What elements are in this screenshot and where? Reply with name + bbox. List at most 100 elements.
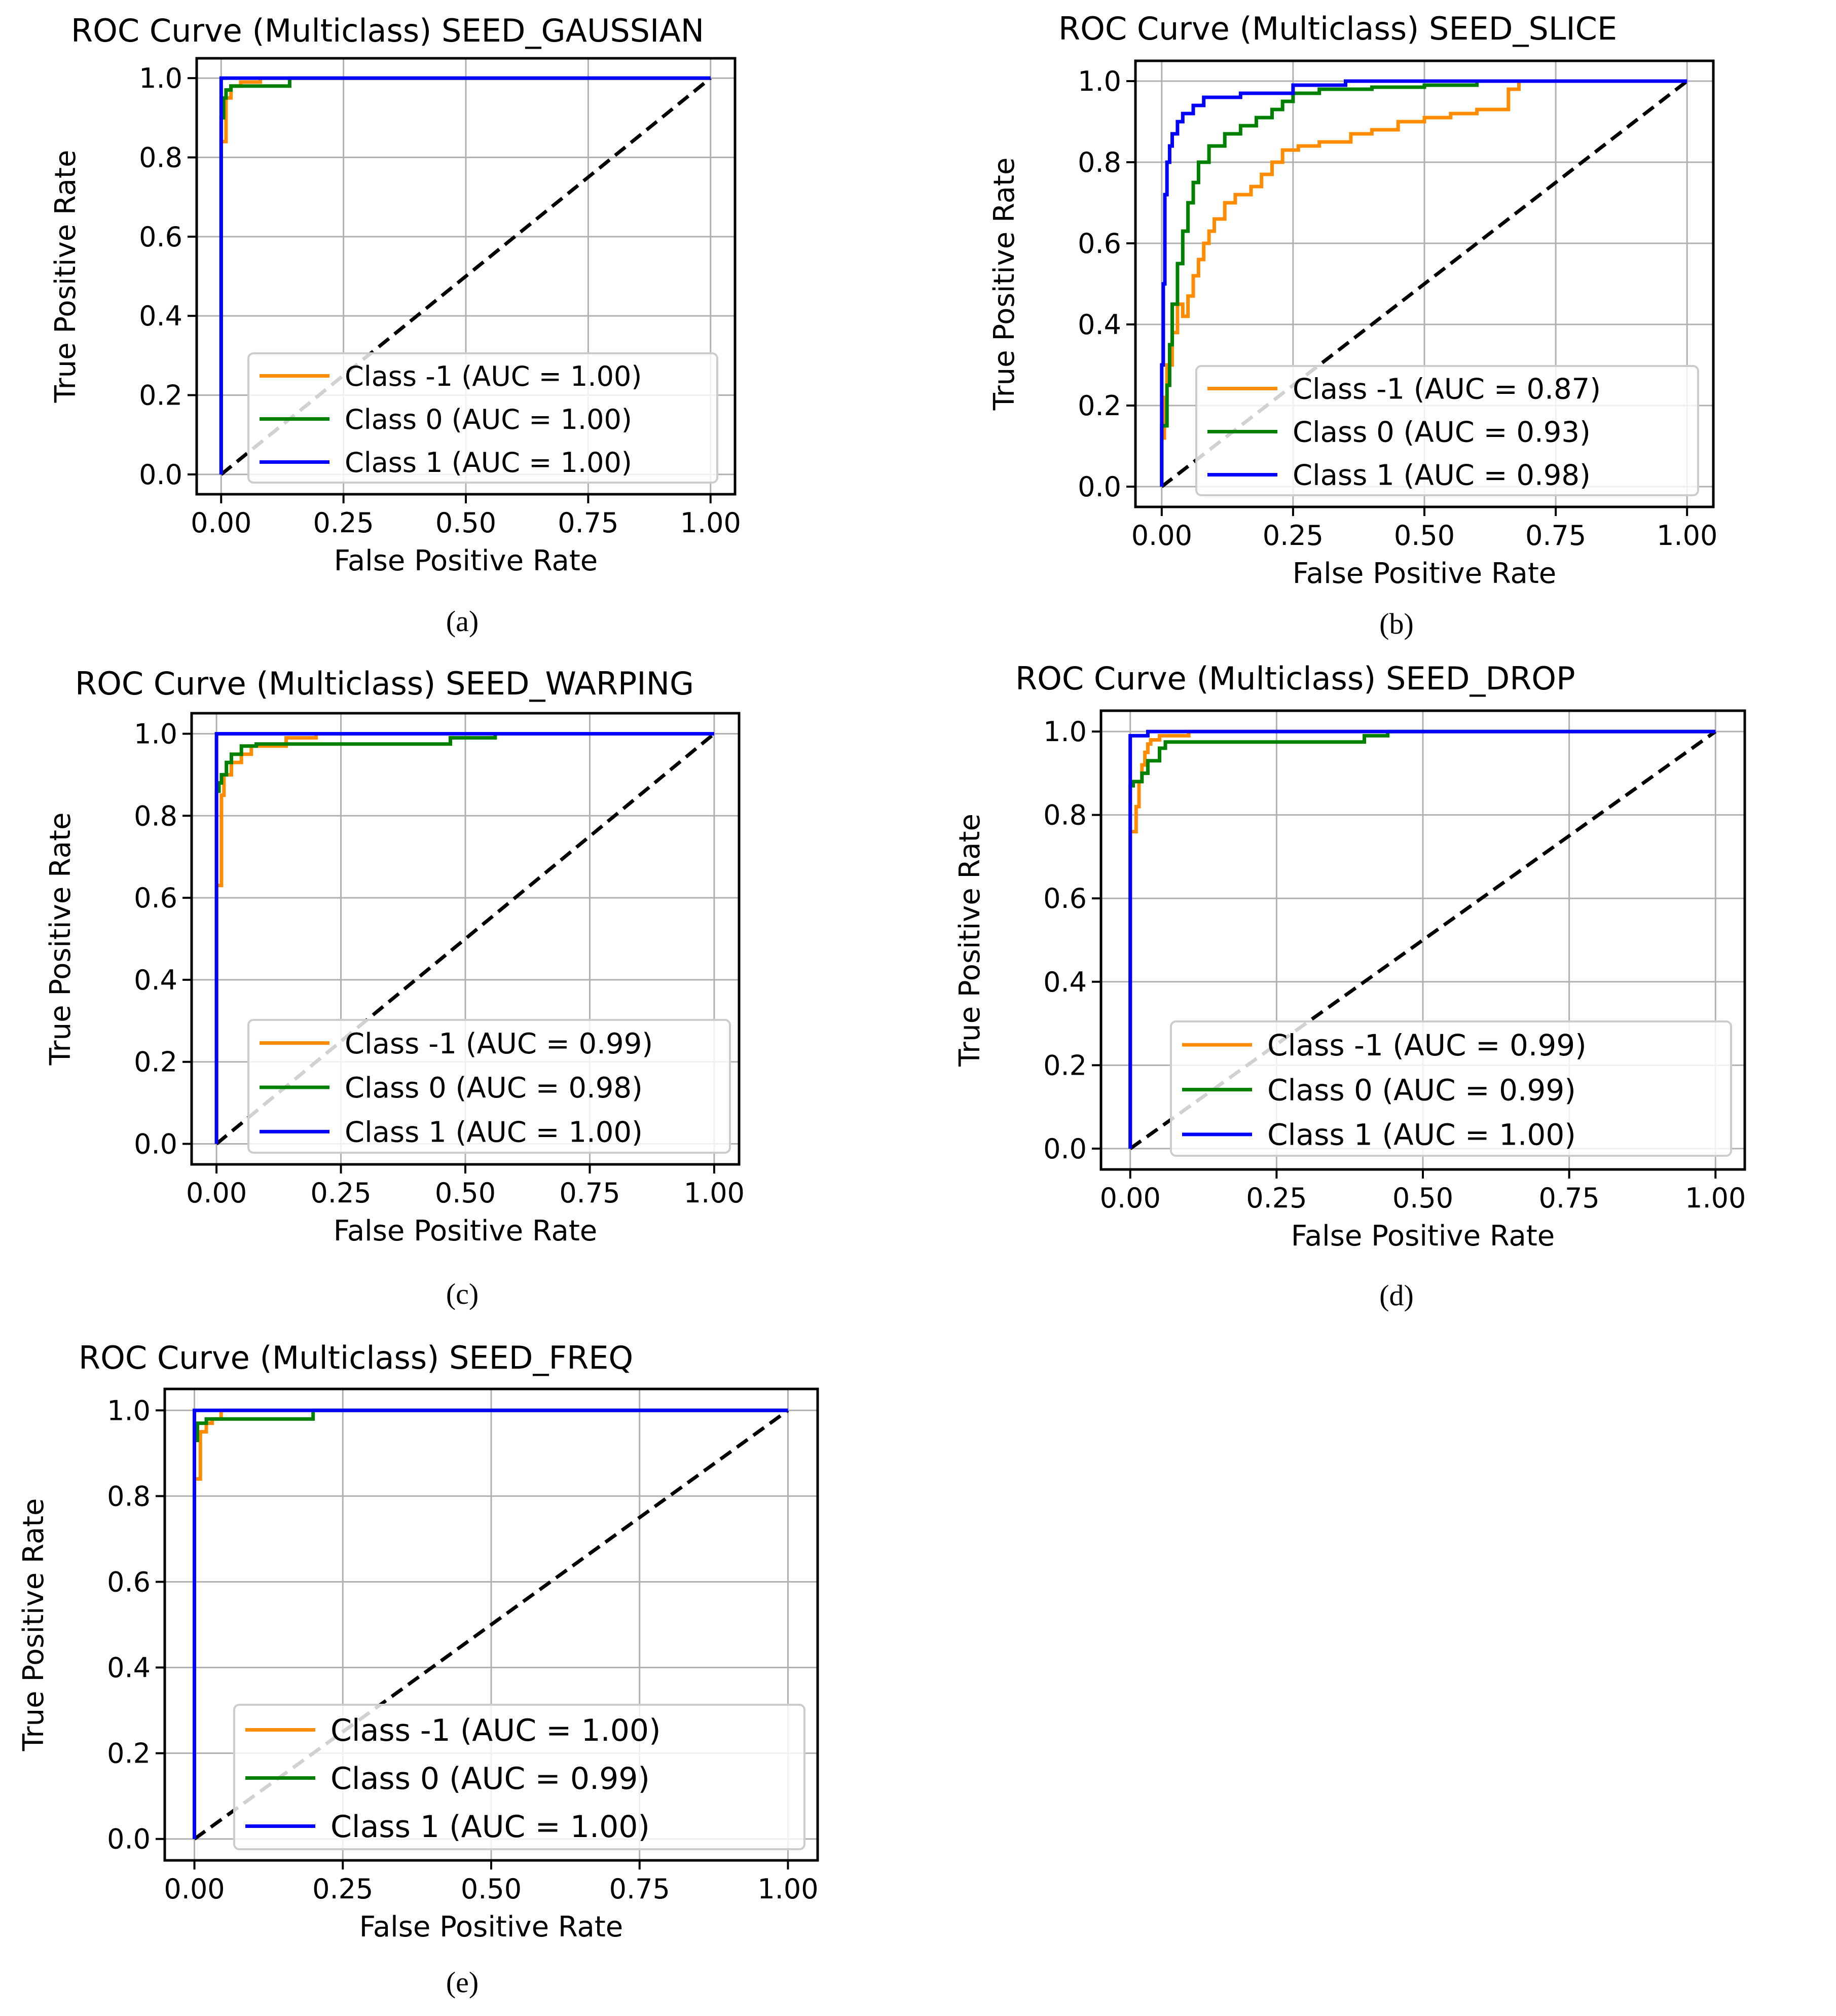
x-tick-label: 0.25 xyxy=(310,1177,371,1209)
x-tick-label: 0.00 xyxy=(191,507,251,539)
y-tick-label: 0.2 xyxy=(134,1046,177,1078)
legend-box xyxy=(247,1019,731,1154)
chance-diagonal xyxy=(1129,730,1717,1150)
legend-entry: Class -1 (AUC = 0.99) xyxy=(1267,1028,1587,1062)
roc-series-line xyxy=(214,732,714,1144)
y-tick-label: 0.0 xyxy=(107,1823,151,1855)
y-tick-label: 0.4 xyxy=(134,964,177,996)
roc-panel-4: ROC Curve (Multiclass) SEED_DROP 0.00 0.25… xyxy=(953,660,1746,1312)
legend-entry: Class -1 (AUC = 1.00) xyxy=(331,1713,661,1748)
legend-box xyxy=(1170,1020,1732,1157)
y-tick-label: 0.8 xyxy=(134,800,177,832)
y-tick-label: 1.0 xyxy=(1078,65,1121,97)
chart-title: ROC Curve (Multiclass) SEED_WARPING xyxy=(75,665,694,702)
x-tick-label: 0.50 xyxy=(1394,520,1455,552)
y-tick-label: 0.6 xyxy=(1043,883,1087,914)
y-tick-label: 0.0 xyxy=(1078,471,1121,503)
y-tick-label: 0.4 xyxy=(1043,966,1087,998)
legend-entry: Class 0 (AUC = 0.93) xyxy=(1293,416,1591,449)
panel-label: (b) xyxy=(1379,607,1414,640)
x-tick-label: 1.00 xyxy=(1657,520,1717,552)
y-tick-label: 0.0 xyxy=(1043,1133,1087,1165)
x-tick-label: 0.50 xyxy=(1392,1182,1453,1214)
chart-title: ROC Curve (Multiclass) SEED_FREQ xyxy=(79,1339,633,1376)
roc-series-line xyxy=(1160,79,1687,487)
x-tick-label: 0.75 xyxy=(1525,520,1586,552)
x-tick-label: 0.25 xyxy=(312,1873,373,1905)
roc-series-line xyxy=(1128,729,1716,1149)
legend-box xyxy=(233,1704,805,1850)
legend-entry: Class 1 (AUC = 1.00) xyxy=(345,447,632,479)
y-tick-label: 0.0 xyxy=(134,1128,177,1160)
x-tick-label: 0.00 xyxy=(1131,520,1192,552)
x-tick-label: 1.00 xyxy=(684,1177,745,1209)
legend-entry: Class 0 (AUC = 0.99) xyxy=(331,1761,650,1797)
panel-label: (e) xyxy=(446,1966,479,1999)
y-tick-label: 0.4 xyxy=(139,300,182,332)
legend-entry: Class 1 (AUC = 1.00) xyxy=(1267,1118,1576,1152)
x-axis-label: False Positive Rate xyxy=(1291,1220,1555,1253)
roc-panel-5: ROC Curve (Multiclass) SEED_FREQ 0.00 0.25… xyxy=(17,1339,819,1999)
roc-panel-3: ROC Curve (Multiclass) SEED_WARPING 0.00 0… xyxy=(44,665,745,1310)
legend-entry: Class 0 (AUC = 0.98) xyxy=(345,1072,643,1105)
panel-label: (d) xyxy=(1379,1279,1414,1312)
x-tick-label: 1.00 xyxy=(757,1873,818,1905)
roc-panel-1: ROC Curve (Multiclass) SEED_GAUSSIAN 0.00… xyxy=(49,12,741,638)
x-tick-label: 1.00 xyxy=(1685,1182,1746,1214)
roc-series-line xyxy=(1160,79,1687,487)
y-tick-label: 1.0 xyxy=(139,62,182,94)
y-axis-label: True Positive Rate xyxy=(17,1498,50,1752)
roc-series-line xyxy=(214,732,714,1144)
x-tick-label: 0.50 xyxy=(435,507,496,539)
x-tick-label: 0.25 xyxy=(313,507,374,539)
y-tick-label: 1.0 xyxy=(134,718,177,750)
x-tick-label: 1.00 xyxy=(680,507,741,539)
panel-label: (c) xyxy=(446,1277,479,1310)
y-tick-label: 0.6 xyxy=(1078,228,1121,260)
x-tick-label: 0.00 xyxy=(164,1873,225,1905)
x-tick-label: 0.25 xyxy=(1246,1182,1307,1214)
legend-entry: Class 1 (AUC = 0.98) xyxy=(1293,459,1591,492)
y-tick-label: 0.4 xyxy=(1078,309,1121,341)
legend-entry: Class 0 (AUC = 0.99) xyxy=(1267,1073,1576,1107)
x-axis-label: False Positive Rate xyxy=(334,544,598,577)
x-axis-label: False Positive Rate xyxy=(334,1215,597,1248)
y-axis-label: True Positive Rate xyxy=(988,158,1021,411)
chart-title: ROC Curve (Multiclass) SEED_DROP xyxy=(1015,660,1575,697)
y-tick-label: 0.6 xyxy=(139,221,182,253)
roc-series-line xyxy=(219,76,711,474)
x-tick-label: 0.25 xyxy=(1263,520,1324,552)
x-tick-label: 0.75 xyxy=(1539,1182,1600,1214)
chart-title: ROC Curve (Multiclass) SEED_GAUSSIAN xyxy=(71,12,704,49)
roc-panel-2: ROC Curve (Multiclass) SEED_SLICE 0.00 0.2… xyxy=(988,10,1717,640)
x-tick-label: 0.75 xyxy=(558,507,618,539)
legend-entry: Class 1 (AUC = 1.00) xyxy=(345,1116,643,1149)
x-tick-label: 0.50 xyxy=(435,1177,496,1209)
roc-series-line xyxy=(1128,729,1716,1149)
legend-entry: Class -1 (AUC = 0.87) xyxy=(1293,373,1601,406)
chart-title: ROC Curve (Multiclass) SEED_SLICE xyxy=(1058,10,1617,47)
y-axis-label: True Positive Rate xyxy=(49,150,82,404)
roc-series-line xyxy=(214,732,714,1144)
x-axis-label: False Positive Rate xyxy=(359,1911,623,1944)
legend-box xyxy=(247,352,718,484)
y-tick-label: 0.2 xyxy=(1078,390,1121,422)
y-tick-label: 0.8 xyxy=(1043,799,1087,831)
x-tick-label: 0.00 xyxy=(1100,1182,1161,1214)
y-tick-label: 0.8 xyxy=(1078,146,1121,178)
y-tick-label: 0.2 xyxy=(139,380,182,412)
y-tick-label: 0.8 xyxy=(107,1480,151,1512)
x-tick-label: 0.50 xyxy=(461,1873,522,1905)
y-tick-label: 0.2 xyxy=(107,1738,151,1770)
legend-entry: Class 1 (AUC = 1.00) xyxy=(331,1809,650,1845)
legend-entry: Class -1 (AUC = 1.00) xyxy=(345,360,642,392)
roc-series-line xyxy=(193,1408,788,1839)
legend-box xyxy=(1195,365,1699,496)
legend-entry: Class 0 (AUC = 1.00) xyxy=(345,404,632,435)
y-tick-label: 1.0 xyxy=(107,1395,151,1426)
y-axis-label: True Positive Rate xyxy=(953,814,986,1067)
x-axis-label: False Positive Rate xyxy=(1293,557,1556,590)
x-tick-label: 0.75 xyxy=(609,1873,670,1905)
x-tick-label: 0.75 xyxy=(559,1177,620,1209)
